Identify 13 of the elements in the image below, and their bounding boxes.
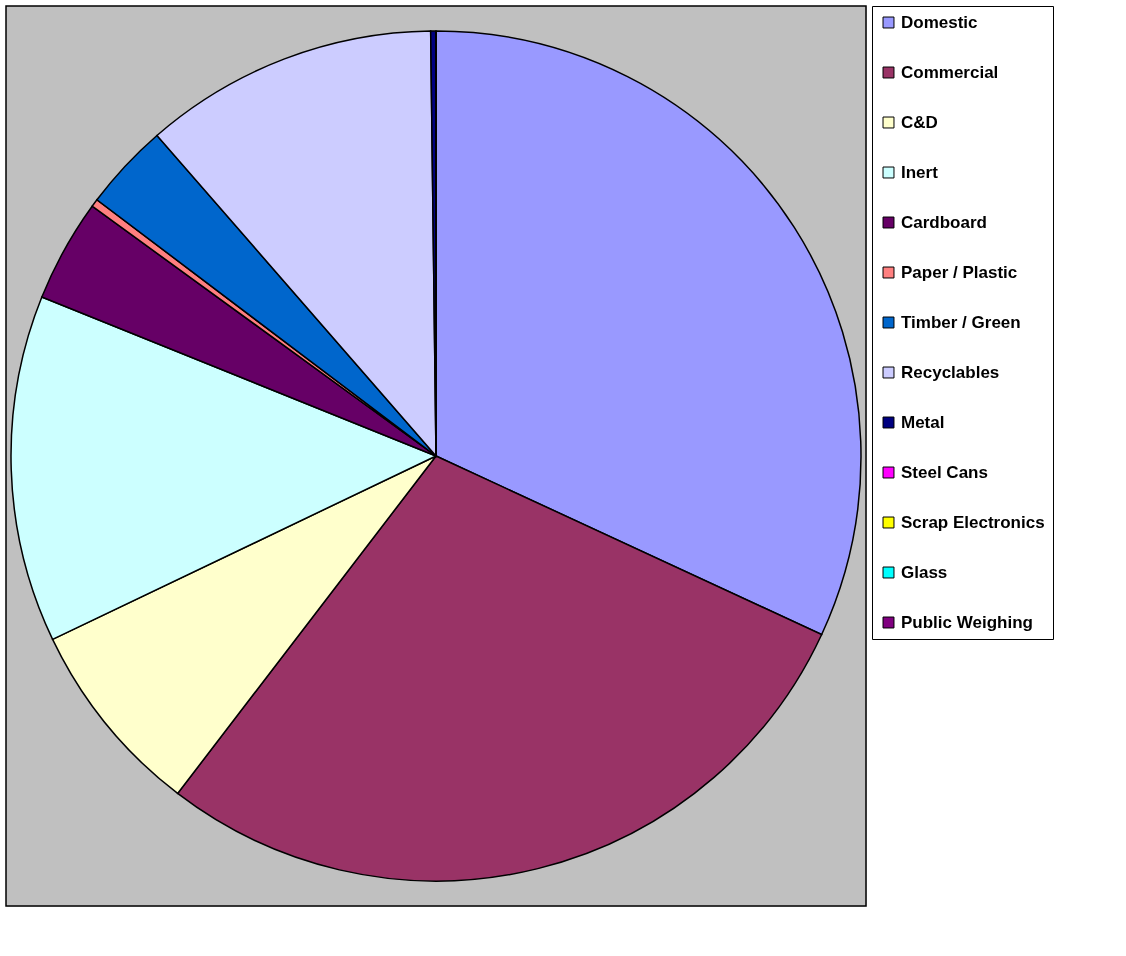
legend-label: Scrap Electronics xyxy=(901,512,1045,532)
legend-label: Glass xyxy=(901,562,948,582)
legend-label: Commercial xyxy=(901,62,999,82)
legend-label: Paper / Plastic xyxy=(901,262,1018,282)
legend-label: Metal xyxy=(901,412,945,432)
legend-label: Inert xyxy=(901,162,939,182)
legend-label: Domestic xyxy=(901,12,978,32)
legend-label: Cardboard xyxy=(901,212,987,232)
legend-label: C&D xyxy=(901,112,938,132)
legend-label: Public Weighing xyxy=(901,612,1033,632)
legend-label: Recyclables xyxy=(901,362,1000,382)
legend-label: Timber / Green xyxy=(901,312,1021,332)
legend-label: Steel Cans xyxy=(901,462,988,482)
